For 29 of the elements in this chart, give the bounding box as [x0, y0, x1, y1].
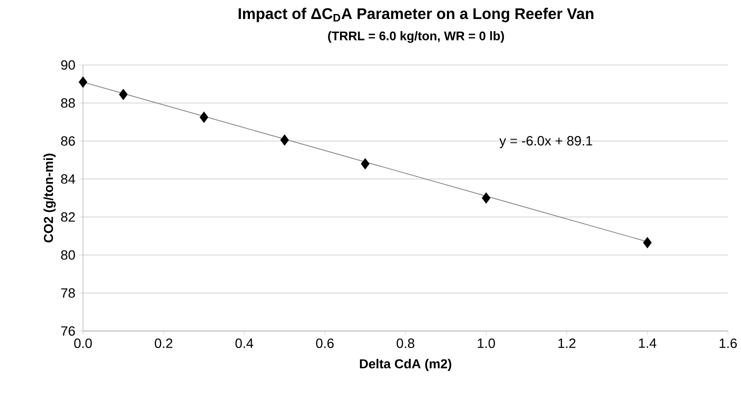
- x-tick-label: 1.0: [478, 338, 495, 348]
- point: [482, 192, 490, 204]
- point: [643, 236, 652, 248]
- point: [119, 88, 128, 100]
- x-tick-label: 0.2: [154, 338, 172, 348]
- y-tick-label: 80: [61, 250, 75, 260]
- y-tick-label: 86: [61, 136, 75, 146]
- x-tick-label: 1.2: [558, 338, 576, 348]
- x-tick-label: 0.0: [74, 338, 92, 348]
- y-tick-label: 84: [61, 174, 76, 184]
- point: [78, 76, 88, 88]
- point: [200, 112, 208, 123]
- point: [360, 158, 370, 170]
- y-tick-label: 78: [61, 288, 75, 298]
- y-tick-label: 90: [61, 60, 75, 70]
- x-tick-label: 0.4: [235, 338, 254, 348]
- y-axis-title: CO2 (g/ton-mi): [44, 154, 56, 242]
- x-tick-label: 1.4: [639, 338, 656, 348]
- x-tick-label: 0.6: [316, 338, 334, 348]
- x-tick-label: 0.8: [396, 338, 414, 348]
- point: [280, 134, 289, 146]
- chart-title: Impact of ΔC$_{D}$A Parameter on a Long Reefer Van: [238, 8, 594, 22]
- chart-subtitle: (TRRL = 6.0 kg/ton, WR = 0 lb): [328, 31, 504, 43]
- x-axis-title: Delta CdA (m2): [360, 358, 452, 371]
- x-tick-label: 1.6: [720, 338, 737, 348]
- y-tick-label: 88: [61, 98, 75, 108]
- y-tick-label: 76: [61, 326, 75, 336]
- annotation: y = -6.0x + 89.1: [499, 136, 592, 148]
- y-tick-label: 82: [61, 212, 75, 222]
